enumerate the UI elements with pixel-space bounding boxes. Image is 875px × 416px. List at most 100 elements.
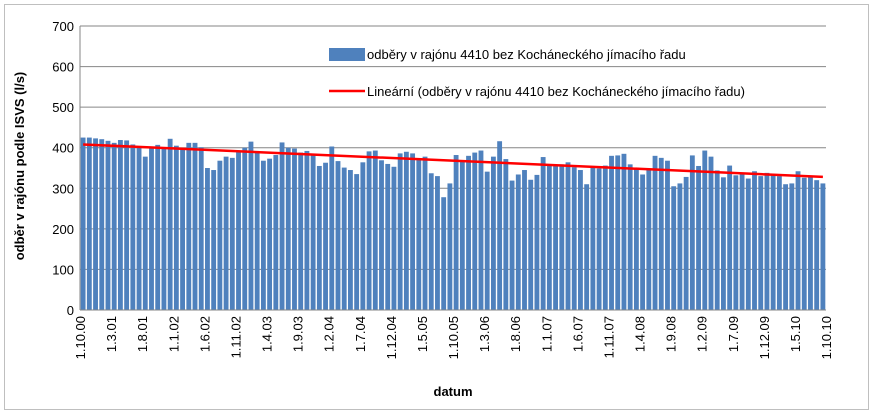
bar: [117, 140, 123, 310]
bar: [621, 153, 627, 310]
x-tick-label: 1.10.10: [819, 316, 834, 359]
bar: [484, 171, 490, 310]
bar: [273, 155, 279, 310]
bar: [155, 144, 161, 310]
bar: [341, 167, 347, 310]
bar: [702, 150, 708, 310]
bar: [683, 176, 689, 310]
bar: [366, 151, 372, 310]
bar: [689, 155, 695, 310]
bar: [267, 158, 273, 310]
bar: [708, 156, 714, 310]
y-tick-label: 500: [52, 100, 74, 115]
bar: [167, 138, 173, 310]
y-tick-label: 400: [52, 141, 74, 156]
x-tick-label: 1.9.03: [291, 316, 306, 352]
bar: [764, 172, 770, 310]
bar: [459, 161, 465, 310]
bar: [192, 142, 198, 310]
bar: [584, 184, 590, 310]
bar: [292, 148, 297, 310]
bar: [677, 183, 683, 310]
bar: [658, 157, 664, 310]
legend-swatch-bars: [329, 48, 365, 61]
y-tick-label: 700: [52, 19, 74, 34]
bar: [671, 186, 677, 310]
y-tick-label: 300: [52, 181, 74, 196]
bar: [223, 156, 229, 310]
bar: [348, 170, 353, 310]
y-tick-labels: 0 100 200 300 400 500 600 700: [52, 19, 74, 318]
x-tick-label: 1.3.06: [477, 316, 492, 352]
x-tick-label: 1.12.04: [384, 316, 399, 359]
bar: [696, 165, 701, 310]
bar: [528, 179, 534, 310]
bar: [304, 150, 310, 310]
bar: [466, 155, 471, 310]
legend: odběry v rajónu 4410 bez Kocháneckého jí…: [329, 47, 745, 99]
bar: [186, 142, 192, 310]
bar: [820, 183, 826, 310]
bar: [578, 170, 583, 310]
x-tick-label: 1.4.03: [260, 316, 275, 352]
bar: [646, 168, 652, 310]
bar: [422, 156, 428, 310]
bar: [260, 160, 266, 310]
bar: [105, 140, 111, 310]
bar: [99, 139, 105, 310]
bar: [758, 176, 764, 310]
bar: [509, 180, 515, 310]
x-tick-label: 1.1.02: [166, 316, 181, 352]
x-tick-label: 1.10.00: [73, 316, 88, 359]
y-tick-label: 600: [52, 60, 74, 75]
bar: [410, 153, 416, 310]
bar: [739, 172, 745, 310]
y-axis-title: odběr v rajónu podle ISVS (l/s): [12, 72, 27, 261]
legend-label-trendline: Lineární (odběry v rajónu 4410 bez Kochá…: [367, 84, 745, 99]
bar: [665, 160, 670, 310]
bar: [217, 160, 223, 310]
bar: [447, 183, 453, 310]
x-tick-label: 1.11.07: [601, 316, 616, 358]
x-tick-label: 1.5.10: [788, 316, 803, 352]
bar: [640, 174, 646, 310]
bar: [180, 148, 185, 310]
bar: [173, 145, 179, 310]
x-tick-labels: 1.10.00 1.3.01 1.8.01 1.1.02 1.6.02 1.11.02 1.…: [73, 316, 834, 359]
x-tick-label: 1.7.04: [353, 316, 368, 352]
bar: [609, 155, 614, 310]
y-tick-label: 200: [52, 222, 74, 237]
bar: [93, 138, 98, 310]
x-tick-label: 1.1.07: [539, 316, 554, 352]
bar: [403, 151, 409, 310]
bar: [372, 150, 378, 310]
bar: [441, 197, 447, 310]
bar: [435, 176, 440, 310]
bar: [416, 159, 422, 310]
bar: [379, 160, 384, 310]
trendline: [83, 143, 823, 179]
bar: [323, 162, 328, 310]
bar: [285, 147, 291, 310]
bar: [242, 147, 248, 310]
bar: [211, 170, 217, 310]
bar: [714, 170, 720, 310]
bar: [316, 165, 322, 310]
bar: [130, 144, 136, 310]
x-tick-label: 1.2.09: [695, 316, 710, 352]
bar: [279, 142, 285, 310]
bar: [497, 141, 503, 310]
bar: [478, 150, 484, 310]
bar: [721, 177, 726, 310]
bar: [198, 147, 204, 310]
bar: [627, 164, 633, 310]
bar: [428, 173, 434, 310]
bar: [503, 159, 509, 310]
bar: [236, 151, 241, 310]
bar: [360, 162, 366, 310]
x-tick-label: 1.8.01: [135, 316, 150, 352]
bar: [559, 164, 565, 310]
bar: [745, 178, 751, 310]
bar: [546, 165, 552, 310]
